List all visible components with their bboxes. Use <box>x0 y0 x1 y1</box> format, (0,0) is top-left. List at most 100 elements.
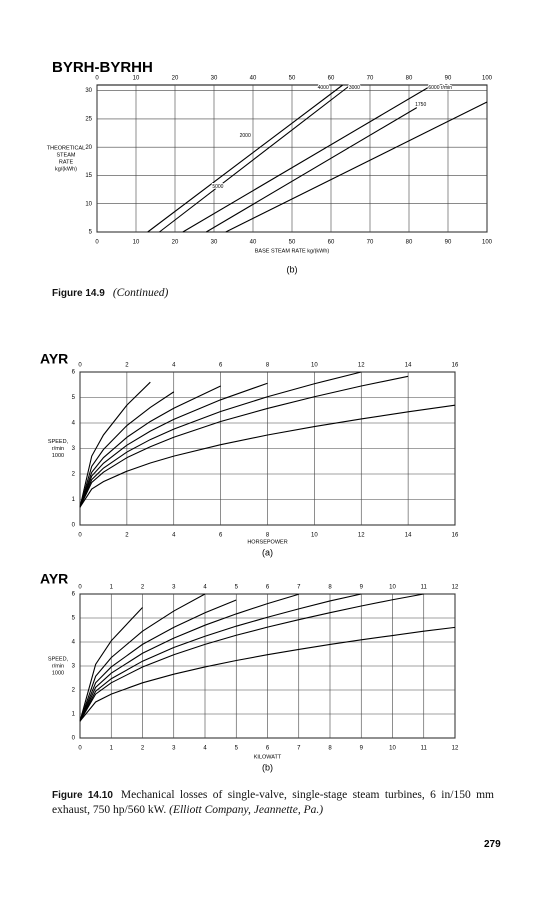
x-tick-label: 4 <box>172 533 176 539</box>
y-tick-label: 4 <box>72 640 76 646</box>
figure-label: Figure 14.10 <box>52 790 113 801</box>
y-tick-label: 1 <box>72 497 76 503</box>
y-tick-label: 5 <box>72 395 76 401</box>
y-tick-label: 15 <box>85 173 92 179</box>
x-tick-label: 70 <box>367 240 374 246</box>
y-axis-label: 1000 <box>52 453 64 459</box>
x-tick-label: 11 <box>421 746 428 752</box>
y-axis-label: RATE <box>59 159 74 165</box>
x-tick-label: 0 <box>95 240 99 246</box>
x-tick-label: 8 <box>328 746 332 752</box>
x-tick-label: 90 <box>445 240 452 246</box>
x-tick-label: 90 <box>445 76 452 82</box>
x-tick-label: 6 <box>219 363 223 369</box>
x-tick-label: 16 <box>452 533 459 539</box>
x-tick-label: 0 <box>78 533 82 539</box>
x-tick-label: 12 <box>452 585 459 591</box>
chart-title: AYR <box>40 351 68 367</box>
x-tick-label: 10 <box>389 585 396 591</box>
page-number: 279 <box>484 839 501 850</box>
y-tick-label: 5 <box>89 230 93 236</box>
curve <box>79 371 362 508</box>
x-tick-label: 12 <box>452 746 459 752</box>
chart-title: BYRH-BYRHH <box>52 59 153 76</box>
curve <box>79 593 362 722</box>
curve <box>79 626 456 722</box>
x-axis-label: HORSEPOWER <box>247 539 287 545</box>
y-tick-label: 5 <box>72 616 76 622</box>
x-tick-label: 6 <box>219 533 223 539</box>
x-tick-label: 60 <box>328 240 335 246</box>
y-tick-label: 6 <box>72 370 76 376</box>
y-tick-label: 2 <box>72 472 76 478</box>
x-tick-label: 80 <box>406 76 413 82</box>
y-tick-label: 3 <box>72 446 76 452</box>
x-tick-label: 6 <box>266 585 270 591</box>
x-tick-label: 4 <box>172 363 176 369</box>
curve <box>79 607 143 722</box>
x-tick-label: 10 <box>311 533 318 539</box>
x-tick-label: 8 <box>266 363 270 369</box>
y-tick-label: 2 <box>72 688 76 694</box>
curve <box>79 593 424 722</box>
curve <box>159 84 351 233</box>
x-tick-label: 9 <box>360 585 364 591</box>
curve <box>79 382 268 508</box>
curve <box>79 593 206 722</box>
x-tick-label: 30 <box>211 76 218 82</box>
x-tick-label: 12 <box>358 533 365 539</box>
x-tick-label: 12 <box>358 363 365 369</box>
x-tick-label: 60 <box>328 76 335 82</box>
x-tick-label: 11 <box>421 585 428 591</box>
curve-label: 1750 <box>415 102 426 108</box>
y-tick-label: 0 <box>72 523 76 529</box>
x-tick-label: 8 <box>266 533 270 539</box>
caption-14-9: Figure 14.9 (Continued) <box>52 286 494 301</box>
x-tick-label: 0 <box>78 585 82 591</box>
x-tick-label: 8 <box>328 585 332 591</box>
y-tick-label: 10 <box>85 201 92 207</box>
x-tick-label: 9 <box>360 746 364 752</box>
y-axis-label: r/min <box>52 446 64 452</box>
x-tick-label: 50 <box>289 76 296 82</box>
x-axis-label: KILOWATT <box>254 754 282 760</box>
x-tick-label: 20 <box>172 240 179 246</box>
y-tick-label: 20 <box>85 145 92 151</box>
x-tick-label: 7 <box>297 585 301 591</box>
y-tick-label: 4 <box>72 421 76 427</box>
panel-label: (b) <box>262 762 273 772</box>
x-tick-label: 0 <box>78 363 82 369</box>
x-tick-label: 40 <box>250 240 257 246</box>
x-tick-label: 40 <box>250 76 257 82</box>
x-axis-label: BASE STEAM RATE kg/(kWh) <box>255 248 330 254</box>
curve-label: 5000 <box>212 184 223 190</box>
caption-14-10: Figure 14.10 Mechanical losses of single-… <box>52 788 494 817</box>
x-tick-label: 10 <box>133 76 140 82</box>
curve <box>79 599 237 722</box>
curve <box>79 404 456 508</box>
x-tick-label: 10 <box>311 363 318 369</box>
curve <box>79 375 409 508</box>
x-tick-label: 6 <box>266 746 270 752</box>
x-tick-label: 1 <box>110 746 114 752</box>
x-tick-label: 5 <box>235 585 239 591</box>
curve <box>79 391 175 508</box>
curve <box>205 107 418 233</box>
x-tick-label: 2 <box>125 363 129 369</box>
x-tick-label: 50 <box>289 240 296 246</box>
figure-text: (Continued) <box>112 287 169 299</box>
figure-text: Mechanical losses of single-valve, singl… <box>52 789 494 816</box>
x-tick-label: 70 <box>367 76 374 82</box>
y-tick-label: 25 <box>85 117 92 123</box>
x-tick-label: 1 <box>110 585 114 591</box>
x-tick-label: 5 <box>235 746 239 752</box>
y-axis-label: THEORETICAL <box>47 145 86 151</box>
panel-label: (a) <box>262 547 273 557</box>
x-tick-label: 3 <box>172 585 176 591</box>
x-tick-label: 30 <box>211 240 218 246</box>
x-tick-label: 0 <box>78 746 82 752</box>
curve <box>225 101 488 233</box>
figure-label: Figure 14.9 <box>52 288 105 299</box>
